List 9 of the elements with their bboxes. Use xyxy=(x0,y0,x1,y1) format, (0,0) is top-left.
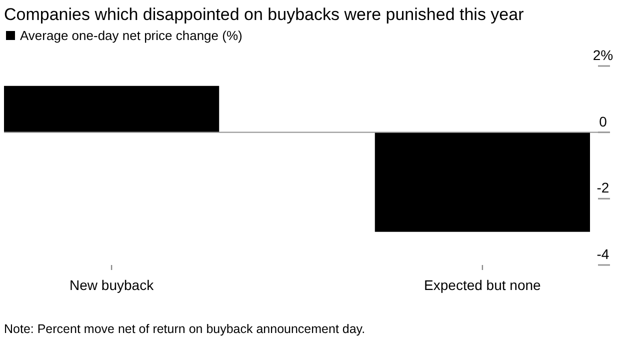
chart-title: Companies which disappointed on buybacks were punished this year xyxy=(4,5,524,24)
y-tick-label: -4 xyxy=(596,246,610,262)
y-tick-label: -2 xyxy=(596,180,610,196)
y-tick-label: 0 xyxy=(599,113,608,130)
x-tick-label: New buyback xyxy=(70,277,155,293)
y-tick-label: 2% xyxy=(592,47,614,63)
x-tick-label: Expected but none xyxy=(424,277,542,293)
text: Note: Percent move net of return on buyback announcement day. xyxy=(4,322,366,336)
legend-label: Average one-day net price change (%) xyxy=(20,28,242,43)
